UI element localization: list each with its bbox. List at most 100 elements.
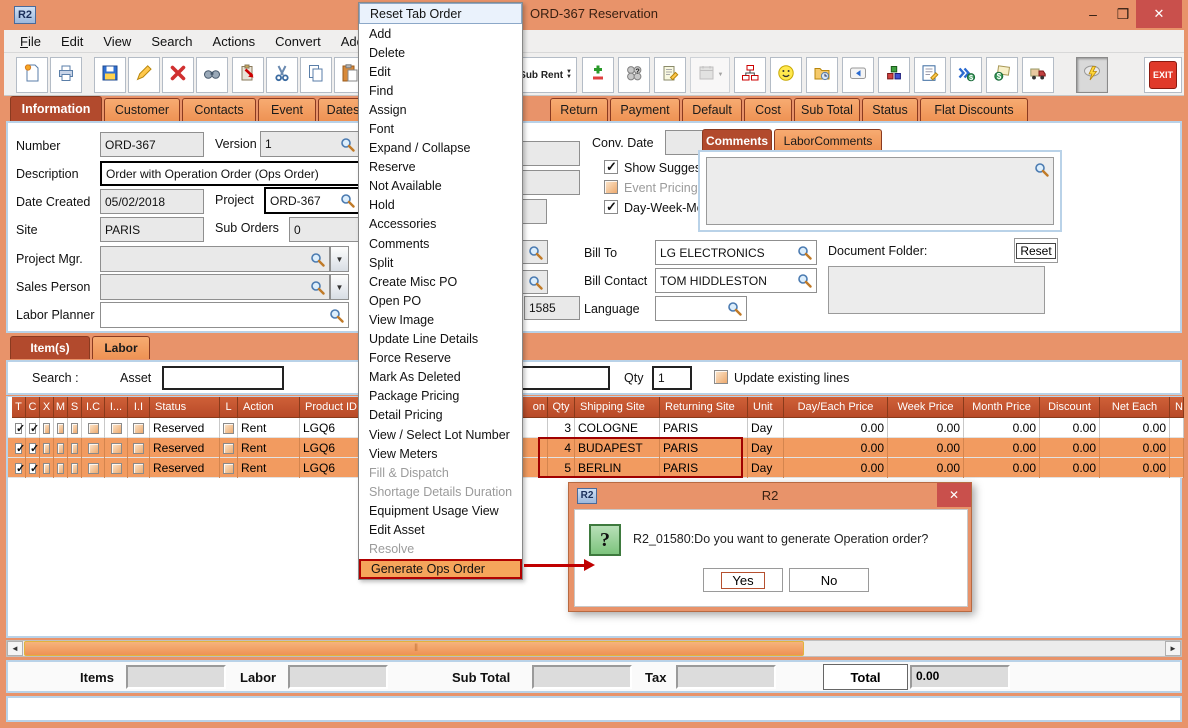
- qty-input[interactable]: 1: [652, 366, 692, 390]
- grid-header-discount[interactable]: Discount: [1040, 397, 1100, 418]
- yes-button[interactable]: Yes: [703, 568, 783, 592]
- grid-header-x[interactable]: X: [40, 397, 54, 418]
- quick-actions-button[interactable]: [1076, 57, 1108, 93]
- row-checkbox-m[interactable]: [57, 462, 64, 474]
- hidden-lookup-2-icon[interactable]: [528, 275, 543, 290]
- grid-header-week-price[interactable]: Week Price: [888, 397, 964, 418]
- folder-history-button[interactable]: [806, 57, 838, 93]
- row-checkbox-i-c[interactable]: [87, 422, 99, 434]
- exit-button[interactable]: EXIT: [1144, 57, 1182, 93]
- grid-header-net-each[interactable]: Net Each: [1100, 397, 1170, 418]
- print-button[interactable]: [50, 57, 82, 93]
- table-row[interactable]: ReservedRentLGQ63COLOGNEPARISDay0.000.00…: [8, 418, 1184, 438]
- context-menu-item-reserve[interactable]: Reserve: [369, 160, 416, 175]
- grid-header-l[interactable]: L: [220, 397, 238, 418]
- find-button[interactable]: [196, 57, 228, 93]
- context-menu-item-package-pricing[interactable]: Package Pricing: [369, 389, 460, 404]
- update-lines-checkbox[interactable]: [714, 370, 728, 384]
- row-checkbox-i-[interactable]: [110, 462, 122, 474]
- project-mgr-dropdown[interactable]: ▼: [330, 246, 349, 272]
- scroll-left-button[interactable]: ◄: [7, 641, 23, 656]
- new-document-button[interactable]: [16, 57, 48, 93]
- tab-comments[interactable]: Comments: [702, 129, 772, 151]
- maximize-button[interactable]: ❒: [1116, 6, 1130, 22]
- row-checkbox-l[interactable]: [223, 442, 234, 454]
- sales-person-dropdown[interactable]: ▼: [330, 274, 349, 300]
- context-menu-item-create-misc-po[interactable]: Create Misc PO: [369, 274, 458, 289]
- grid-header-action[interactable]: Action: [238, 397, 300, 418]
- tab-flat-discounts[interactable]: Flat Discounts: [920, 98, 1028, 121]
- menubar-item-edit[interactable]: Edit: [60, 33, 84, 49]
- customer-smiley-button[interactable]: [770, 57, 802, 93]
- grid-header-shipping-site[interactable]: Shipping Site: [575, 397, 660, 418]
- grid-header-c[interactable]: C: [26, 397, 40, 418]
- context-menu-item-expand-collapse[interactable]: Expand / Collapse: [369, 141, 471, 156]
- grid-header-i-i[interactable]: I.I: [128, 397, 150, 418]
- copy-button[interactable]: [300, 57, 332, 93]
- send-invoice-button[interactable]: $: [950, 57, 982, 93]
- tab-labor-comments[interactable]: LaborComments: [774, 129, 882, 151]
- equipment-cubes-button[interactable]: [878, 57, 910, 93]
- context-menu-item-view-select-lot-number[interactable]: View / Select Lot Number: [369, 427, 510, 442]
- row-checkbox-c[interactable]: [29, 442, 39, 455]
- edit-note-button[interactable]: [914, 57, 946, 93]
- row-checkbox-l[interactable]: [223, 462, 234, 474]
- context-menu-item-edit-asset[interactable]: Edit Asset: [369, 522, 425, 537]
- context-menu-item-not-available[interactable]: Not Available: [369, 179, 442, 194]
- row-checkbox-t[interactable]: [15, 462, 25, 475]
- row-checkbox-i-i[interactable]: [133, 462, 144, 474]
- row-checkbox-x[interactable]: [43, 462, 50, 474]
- row-checkbox-i-c[interactable]: [87, 462, 99, 474]
- labor-planner-field[interactable]: [100, 302, 349, 328]
- grid-header-n[interactable]: N: [1170, 397, 1184, 418]
- bill-to-lookup-icon[interactable]: [797, 245, 812, 260]
- context-menu-item-accessories[interactable]: Accessories: [369, 217, 437, 232]
- context-menu-item-force-reserve[interactable]: Force Reserve: [369, 351, 451, 366]
- context-menu-item-generate-ops-order[interactable]: Generate Ops Order: [359, 558, 522, 579]
- bill-to-field[interactable]: LG ELECTRONICS: [655, 240, 817, 265]
- row-checkbox-l[interactable]: [223, 422, 234, 434]
- hidden-lookup-1-icon[interactable]: [528, 245, 543, 260]
- dialog-close-button[interactable]: ✕: [937, 483, 971, 507]
- row-checkbox-s[interactable]: [71, 422, 78, 434]
- tab-payment[interactable]: Payment: [610, 98, 680, 121]
- tab-contacts[interactable]: Contacts: [182, 98, 256, 121]
- context-menu-item-edit[interactable]: Edit: [369, 64, 391, 79]
- cut-button[interactable]: [266, 57, 298, 93]
- tab-labor[interactable]: Labor: [92, 336, 150, 359]
- row-checkbox-t[interactable]: [15, 422, 25, 435]
- sales-person-lookup-icon[interactable]: [310, 280, 325, 295]
- row-checkbox-c[interactable]: [29, 422, 39, 435]
- paste-special-button[interactable]: [232, 57, 264, 93]
- grid-header-i-[interactable]: I...: [105, 397, 128, 418]
- row-checkbox-x[interactable]: [43, 422, 50, 434]
- scrollbar-thumb[interactable]: [24, 641, 804, 656]
- tab-information[interactable]: Information: [10, 96, 102, 121]
- context-menu-item-find[interactable]: Find: [369, 83, 394, 98]
- asset-input[interactable]: [162, 366, 284, 390]
- tab-return[interactable]: Return: [550, 98, 608, 121]
- context-menu-item-equipment-usage-view[interactable]: Equipment Usage View: [369, 503, 499, 518]
- comments-lookup-icon[interactable]: [1034, 162, 1049, 177]
- context-menu-item-mark-as-deleted[interactable]: Mark As Deleted: [369, 370, 461, 385]
- document-folder-textarea[interactable]: [828, 266, 1045, 314]
- language-field[interactable]: [655, 296, 747, 321]
- sales-person-field[interactable]: [100, 274, 330, 300]
- grid-header-t[interactable]: T: [12, 397, 26, 418]
- show-suggestions-checkbox[interactable]: [604, 159, 618, 175]
- menubar-item-convert[interactable]: Convert: [275, 33, 321, 49]
- project-mgr-field[interactable]: [100, 246, 330, 272]
- bill-contact-field[interactable]: TOM HIDDLESTON: [655, 268, 817, 293]
- row-checkbox-m[interactable]: [57, 442, 64, 454]
- tab-items[interactable]: Item(s): [10, 336, 90, 359]
- version-lookup-icon[interactable]: [340, 137, 355, 152]
- grid-header-qty[interactable]: Qty: [548, 397, 575, 418]
- row-checkbox-i-i[interactable]: [133, 422, 144, 434]
- row-checkbox-m[interactable]: [57, 422, 64, 434]
- context-menu-item-delete[interactable]: Delete: [369, 45, 406, 60]
- menubar-item-file[interactable]: File: [20, 33, 41, 49]
- context-menu-item-assign[interactable]: Assign: [369, 102, 407, 117]
- row-checkbox-i-i[interactable]: [133, 442, 144, 454]
- project-mgr-lookup-icon[interactable]: [310, 252, 325, 267]
- tab-dates[interactable]: Dates: [318, 98, 368, 121]
